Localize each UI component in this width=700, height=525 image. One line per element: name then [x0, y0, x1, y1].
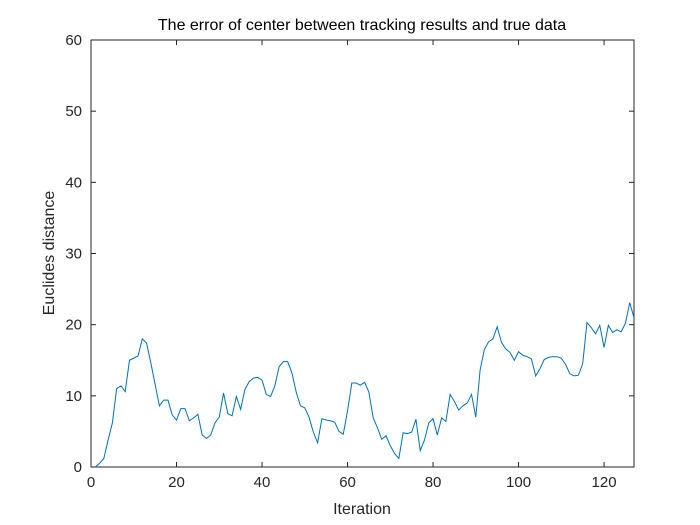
- x-tick-label: 120: [592, 474, 617, 491]
- y-tick-label: 50: [65, 103, 82, 120]
- x-tick-label: 100: [506, 474, 531, 491]
- axis-tick-labels: 0 20 40 60 80 100 120 0 10 20 30 40 50 60: [65, 32, 616, 491]
- y-tick-label: 20: [65, 317, 82, 334]
- plot-area: [90, 39, 635, 468]
- y-tick-label: 10: [65, 388, 82, 405]
- x-axis-label: Iteration: [333, 501, 391, 518]
- x-tick-label: 60: [339, 474, 356, 491]
- x-tick-label: 20: [168, 474, 185, 491]
- x-tick-label: 80: [425, 474, 442, 491]
- x-tick-label: 0: [87, 474, 95, 491]
- series-line: [94, 302, 635, 468]
- x-tick-label: 40: [254, 474, 271, 491]
- y-tick-label: 40: [65, 174, 82, 191]
- y-axis-label: Euclides distance: [41, 191, 58, 316]
- axis-ticks: [90, 39, 634, 468]
- y-tick-label: 60: [65, 32, 82, 49]
- y-tick-label: 30: [65, 246, 82, 263]
- chart-title: The error of center between tracking res…: [158, 17, 566, 34]
- y-tick-label: 0: [74, 459, 82, 476]
